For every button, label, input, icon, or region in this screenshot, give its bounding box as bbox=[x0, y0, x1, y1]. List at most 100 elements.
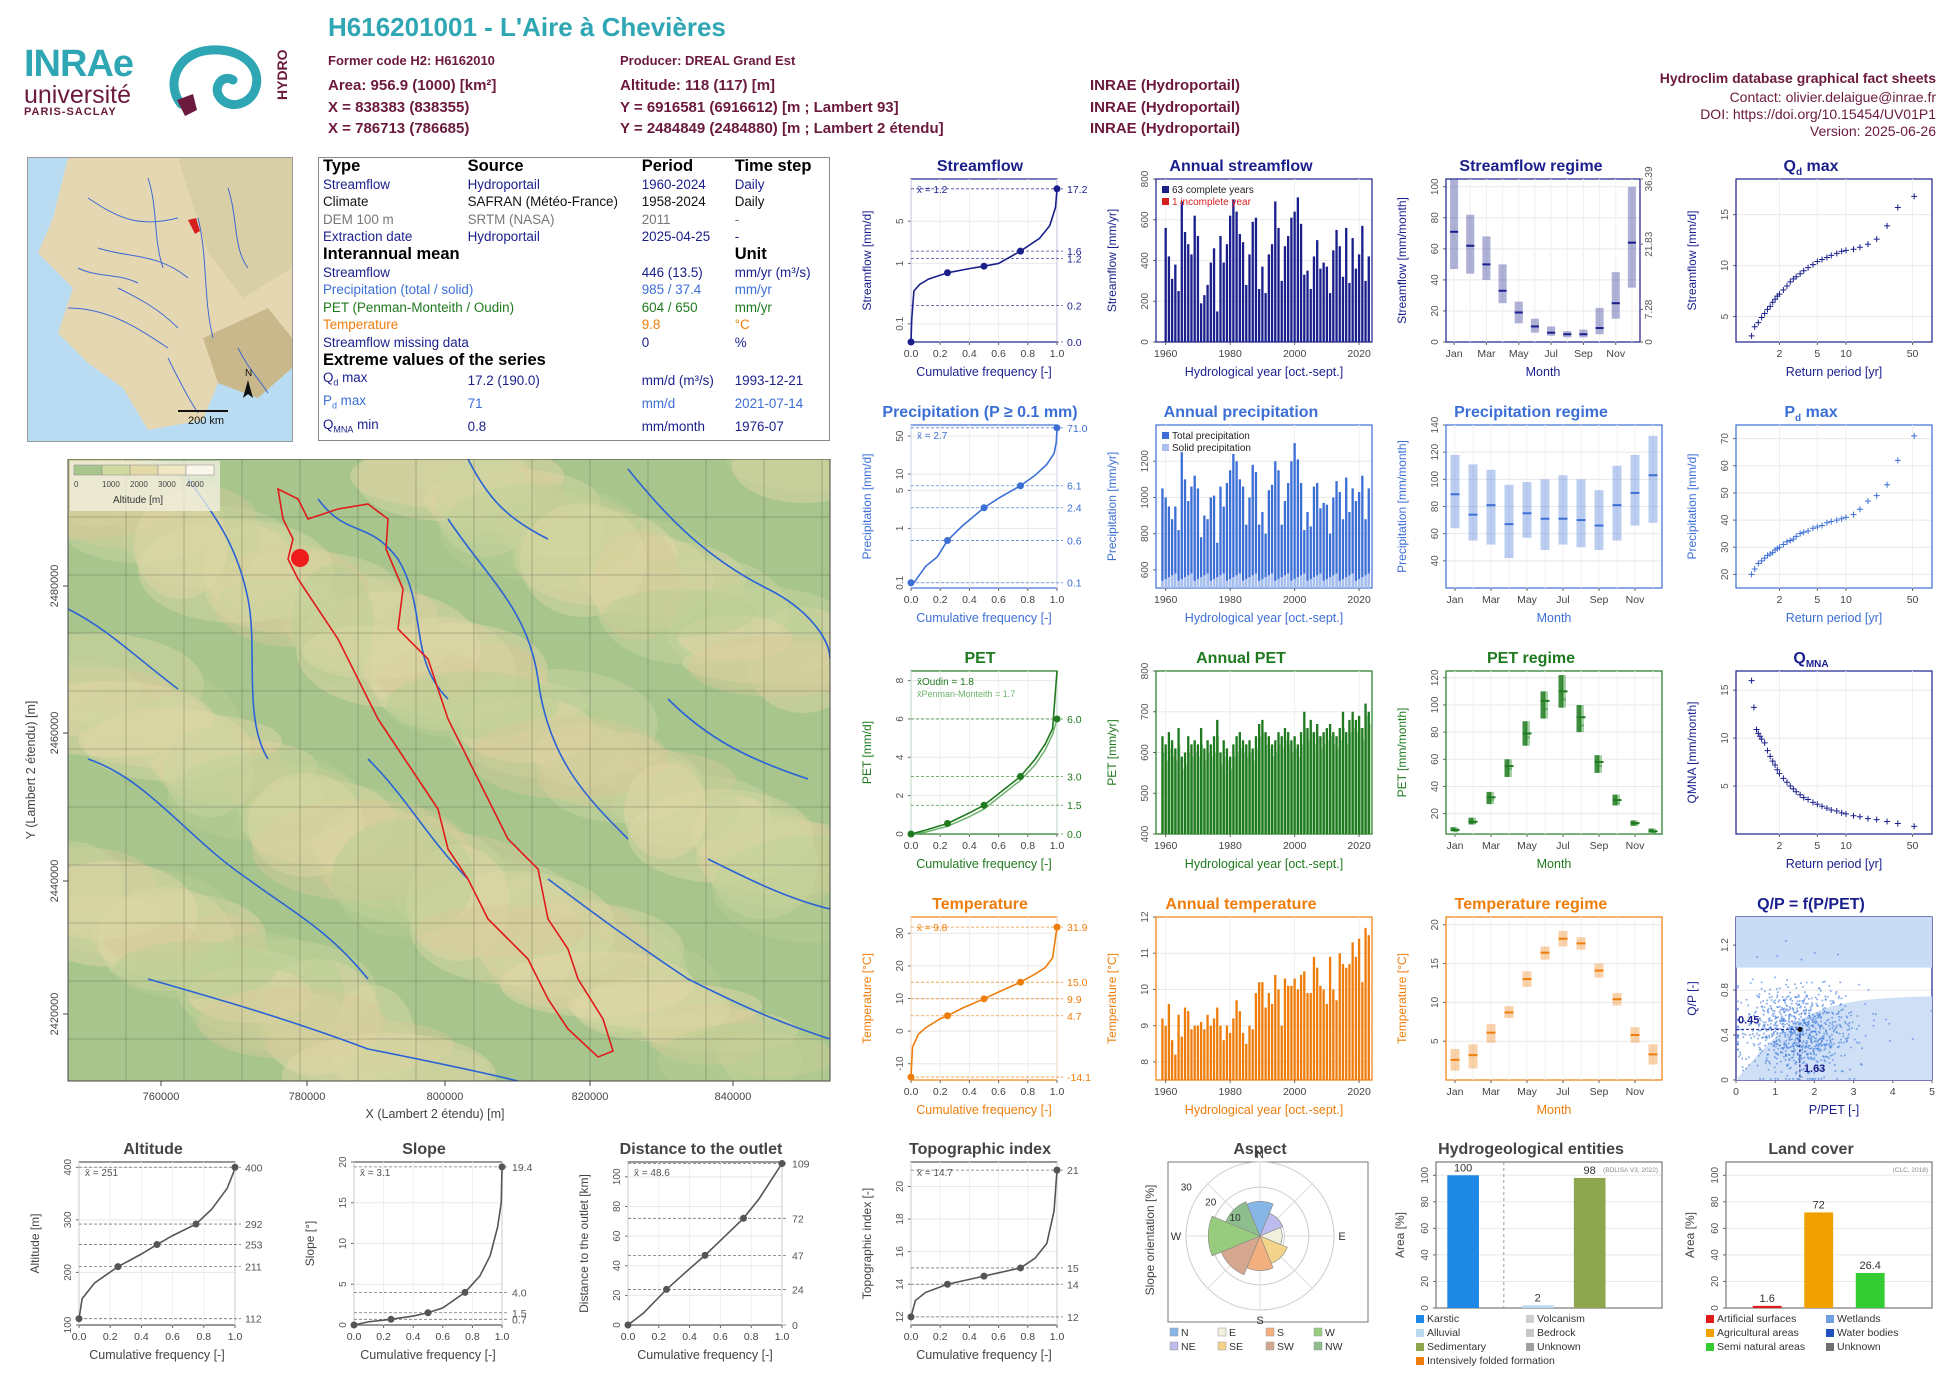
bar bbox=[1328, 533, 1332, 588]
scatter-point bbox=[1779, 1027, 1782, 1030]
bar bbox=[1277, 470, 1280, 588]
chart-title: Aspect bbox=[1233, 1141, 1287, 1158]
scatter-point bbox=[1796, 1007, 1799, 1010]
bar bbox=[1161, 488, 1164, 588]
bar bbox=[1287, 236, 1290, 342]
data-point bbox=[1894, 204, 1901, 211]
x-tick-label: 2000 bbox=[1283, 594, 1307, 606]
scatter-point bbox=[1809, 1040, 1812, 1043]
x-tick-label: 1960 bbox=[1154, 1086, 1178, 1098]
legend-swatch bbox=[1526, 1343, 1534, 1351]
scatter-point bbox=[1822, 1012, 1825, 1015]
scatter-point bbox=[1810, 1031, 1813, 1034]
y-tick-label: 100 bbox=[1710, 1166, 1721, 1183]
scatter-point bbox=[1840, 997, 1843, 1000]
chart-title-main: Topographic index bbox=[909, 1141, 1051, 1158]
quantile-point bbox=[980, 801, 988, 809]
quantile-point bbox=[980, 995, 988, 1003]
y-tick-label: 60 bbox=[1430, 753, 1441, 765]
scatter-point bbox=[1736, 1000, 1739, 1003]
box bbox=[1482, 236, 1491, 280]
bar bbox=[1296, 989, 1300, 1080]
extreme-suffix: min bbox=[353, 416, 379, 432]
bar bbox=[1290, 985, 1293, 1080]
quantile-point bbox=[1053, 424, 1061, 432]
bar bbox=[1367, 488, 1370, 588]
hydro-logo: HYDRO bbox=[163, 44, 295, 120]
doi-link[interactable]: DOI: https://doi.org/10.15454/UV01P1 bbox=[1700, 106, 1936, 122]
relief-patch bbox=[114, 941, 276, 999]
relief-patch bbox=[448, 669, 658, 779]
data-point bbox=[1753, 726, 1760, 733]
bar bbox=[1180, 756, 1183, 834]
scatter-point bbox=[1792, 1051, 1795, 1054]
scatter-point bbox=[1838, 1015, 1841, 1018]
data-point bbox=[1767, 753, 1774, 760]
plot-frame bbox=[1735, 178, 1933, 343]
scatter-point bbox=[1872, 1012, 1875, 1015]
relief-patch bbox=[444, 643, 552, 755]
right-value-label: 31.9 bbox=[1067, 922, 1088, 934]
data-point bbox=[1828, 807, 1835, 814]
box bbox=[1558, 475, 1568, 545]
y-tick-label: 200 bbox=[63, 1264, 74, 1281]
scatter-point bbox=[1771, 1013, 1774, 1016]
bar bbox=[1170, 519, 1174, 588]
bar bbox=[1316, 482, 1319, 588]
legend-entry: Intensively folded formation bbox=[1427, 1355, 1555, 1367]
x-tick-label: 0.4 bbox=[962, 840, 977, 852]
x-tick-label: 1.0 bbox=[1050, 348, 1065, 360]
pet-annual-chart: Annual PET PET [mm/yr] Hydrological year [… bbox=[1100, 649, 1382, 874]
version: Version: 2025-06-26 bbox=[1809, 123, 1936, 139]
y-tick-label: 1.2 bbox=[1720, 938, 1731, 952]
bar bbox=[1238, 1011, 1241, 1080]
scatter-point bbox=[1846, 1028, 1849, 1031]
bar bbox=[1251, 748, 1254, 834]
data-point bbox=[1873, 492, 1880, 499]
quantile-point bbox=[663, 1285, 670, 1293]
scatter-point bbox=[1774, 1077, 1777, 1080]
relief-patch bbox=[206, 551, 402, 635]
scatter-point bbox=[1765, 1059, 1768, 1062]
scatter-point bbox=[1792, 1056, 1795, 1059]
scatter-point bbox=[1758, 1046, 1761, 1049]
data-point bbox=[1780, 775, 1787, 782]
y-axis-label: Q/P [-] bbox=[1685, 981, 1699, 1015]
solid-bar bbox=[1212, 578, 1216, 588]
scatter-point bbox=[1736, 984, 1739, 987]
scatter-point bbox=[1769, 1026, 1772, 1029]
relief-patch bbox=[134, 493, 228, 599]
y-tick-label: 80 bbox=[1430, 501, 1441, 513]
period-cell: 2011 bbox=[641, 211, 671, 227]
data-point bbox=[1911, 432, 1918, 439]
bar bbox=[1225, 1025, 1229, 1080]
extreme-symbol: P bbox=[323, 393, 332, 409]
y-tick-label: 14 bbox=[895, 1278, 906, 1290]
scatter-point bbox=[1819, 1037, 1822, 1040]
x-tick-label: 0.2 bbox=[103, 1331, 118, 1343]
scatter-point bbox=[1807, 1014, 1810, 1017]
north-arrow-icon bbox=[243, 380, 253, 398]
x-tick-label: 1.0 bbox=[228, 1331, 243, 1343]
plot-frame bbox=[1735, 424, 1933, 589]
bar bbox=[1319, 736, 1322, 834]
chart-title-main: Aspect bbox=[1233, 1141, 1287, 1158]
relief-patch bbox=[474, 877, 578, 973]
scatter-point bbox=[1855, 1041, 1858, 1044]
solid-bar bbox=[1161, 580, 1164, 588]
scatter-point bbox=[1831, 1058, 1834, 1061]
bar bbox=[1348, 719, 1351, 834]
scatter-point bbox=[1794, 1072, 1797, 1075]
bar bbox=[1328, 956, 1332, 1080]
bar bbox=[1187, 244, 1190, 342]
legend-tick: 2000 bbox=[130, 480, 148, 489]
scatter-point bbox=[1810, 1058, 1813, 1061]
bar bbox=[1573, 1177, 1606, 1308]
scatter-point bbox=[1816, 1012, 1819, 1015]
chart-title: Annual precipitation bbox=[1164, 404, 1319, 421]
scatter-point bbox=[1850, 1014, 1853, 1017]
scatter-point bbox=[1773, 1066, 1776, 1069]
relief-patch bbox=[18, 867, 230, 955]
direction-label: S bbox=[1256, 1315, 1263, 1327]
scatter-point bbox=[1761, 1050, 1764, 1053]
